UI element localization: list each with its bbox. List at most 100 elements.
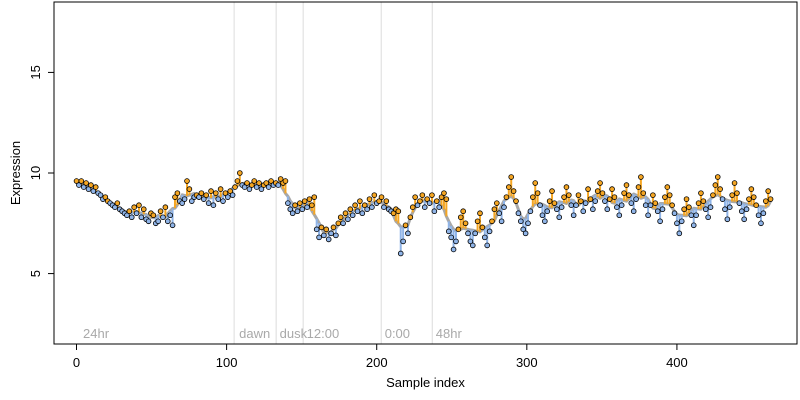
data-point — [376, 198, 382, 204]
data-point — [251, 178, 258, 184]
data-point — [462, 220, 469, 227]
data-point — [136, 202, 142, 208]
data-point — [316, 234, 322, 241]
data-point — [431, 208, 438, 215]
data-point — [758, 220, 764, 227]
data-point — [746, 196, 752, 202]
y-tick-label: 10 — [28, 166, 43, 180]
data-point — [755, 212, 762, 219]
data-point — [285, 200, 291, 206]
region-label: 0:00 — [385, 326, 410, 341]
data-point — [213, 190, 219, 196]
data-point — [537, 202, 543, 208]
data-point — [126, 208, 133, 215]
y-tick-label: 15 — [28, 65, 43, 79]
data-point — [702, 206, 709, 213]
data-point — [520, 226, 527, 233]
data-point — [659, 206, 666, 213]
x-axis-title: Sample index — [386, 375, 465, 390]
data-point — [172, 194, 178, 200]
data-point — [208, 188, 214, 194]
data-point — [597, 180, 603, 186]
data-point — [313, 226, 320, 233]
data-point — [738, 208, 745, 215]
data-point — [582, 200, 589, 206]
data-point — [580, 208, 587, 215]
data-point — [438, 194, 445, 200]
data-point — [443, 196, 450, 202]
data-point — [433, 198, 440, 204]
data-point — [664, 184, 671, 190]
data-point — [169, 222, 176, 229]
data-point — [92, 184, 99, 190]
data-point — [366, 196, 373, 202]
data-point — [359, 210, 366, 217]
data-point — [426, 200, 433, 206]
data-point — [695, 200, 702, 206]
data-point — [575, 192, 582, 198]
y-tick-label: 5 — [28, 270, 43, 277]
data-point — [164, 218, 171, 225]
data-point — [630, 208, 637, 215]
data-point — [698, 190, 704, 196]
x-tick-label: 300 — [516, 355, 538, 370]
data-point — [477, 210, 483, 217]
data-point — [419, 192, 426, 198]
data-point — [729, 192, 735, 198]
data-point — [750, 194, 757, 200]
data-point — [578, 198, 584, 204]
data-point — [292, 202, 298, 208]
data-point — [349, 212, 356, 219]
data-point — [265, 184, 272, 190]
data-point — [654, 208, 661, 215]
data-point — [676, 230, 683, 237]
data-point — [445, 228, 452, 235]
data-point — [652, 200, 659, 206]
data-point — [681, 206, 687, 213]
data-point — [203, 192, 210, 198]
data-point — [645, 212, 651, 219]
data-point — [686, 204, 692, 211]
data-point — [467, 238, 474, 245]
data-point — [734, 190, 740, 196]
data-point — [407, 214, 414, 221]
axes: 0 100 200 300 400 5 10 15 — [28, 1, 798, 370]
data-point — [405, 230, 411, 237]
data-point — [347, 206, 354, 213]
data-point — [325, 236, 332, 243]
data-point — [160, 214, 166, 221]
data-point — [289, 210, 296, 217]
data-point — [429, 192, 435, 198]
data-point — [301, 198, 308, 204]
data-point — [712, 182, 719, 188]
data-point — [90, 188, 97, 194]
data-point — [167, 212, 173, 219]
data-point — [287, 206, 294, 213]
data-point — [566, 192, 572, 198]
data-point — [616, 212, 623, 219]
data-point — [364, 206, 370, 213]
data-point — [743, 206, 750, 213]
data-point — [277, 176, 284, 182]
data-point — [225, 194, 231, 200]
data-point — [417, 198, 423, 204]
data-point — [220, 198, 226, 204]
data-point — [337, 214, 344, 221]
data-point — [558, 204, 565, 211]
data-point — [390, 210, 397, 217]
data-point — [323, 226, 330, 233]
data-point — [647, 202, 654, 208]
x-tick-label: 0 — [73, 355, 80, 370]
data-point — [623, 182, 630, 188]
data-point — [498, 218, 505, 225]
data-point — [275, 182, 282, 188]
data-point — [381, 204, 387, 211]
data-point — [640, 190, 647, 196]
data-point — [585, 186, 591, 192]
data-point — [474, 218, 481, 225]
data-point — [510, 188, 517, 194]
data-point — [678, 218, 685, 225]
data-point — [378, 194, 385, 200]
data-point — [484, 242, 490, 249]
data-point — [489, 218, 495, 225]
